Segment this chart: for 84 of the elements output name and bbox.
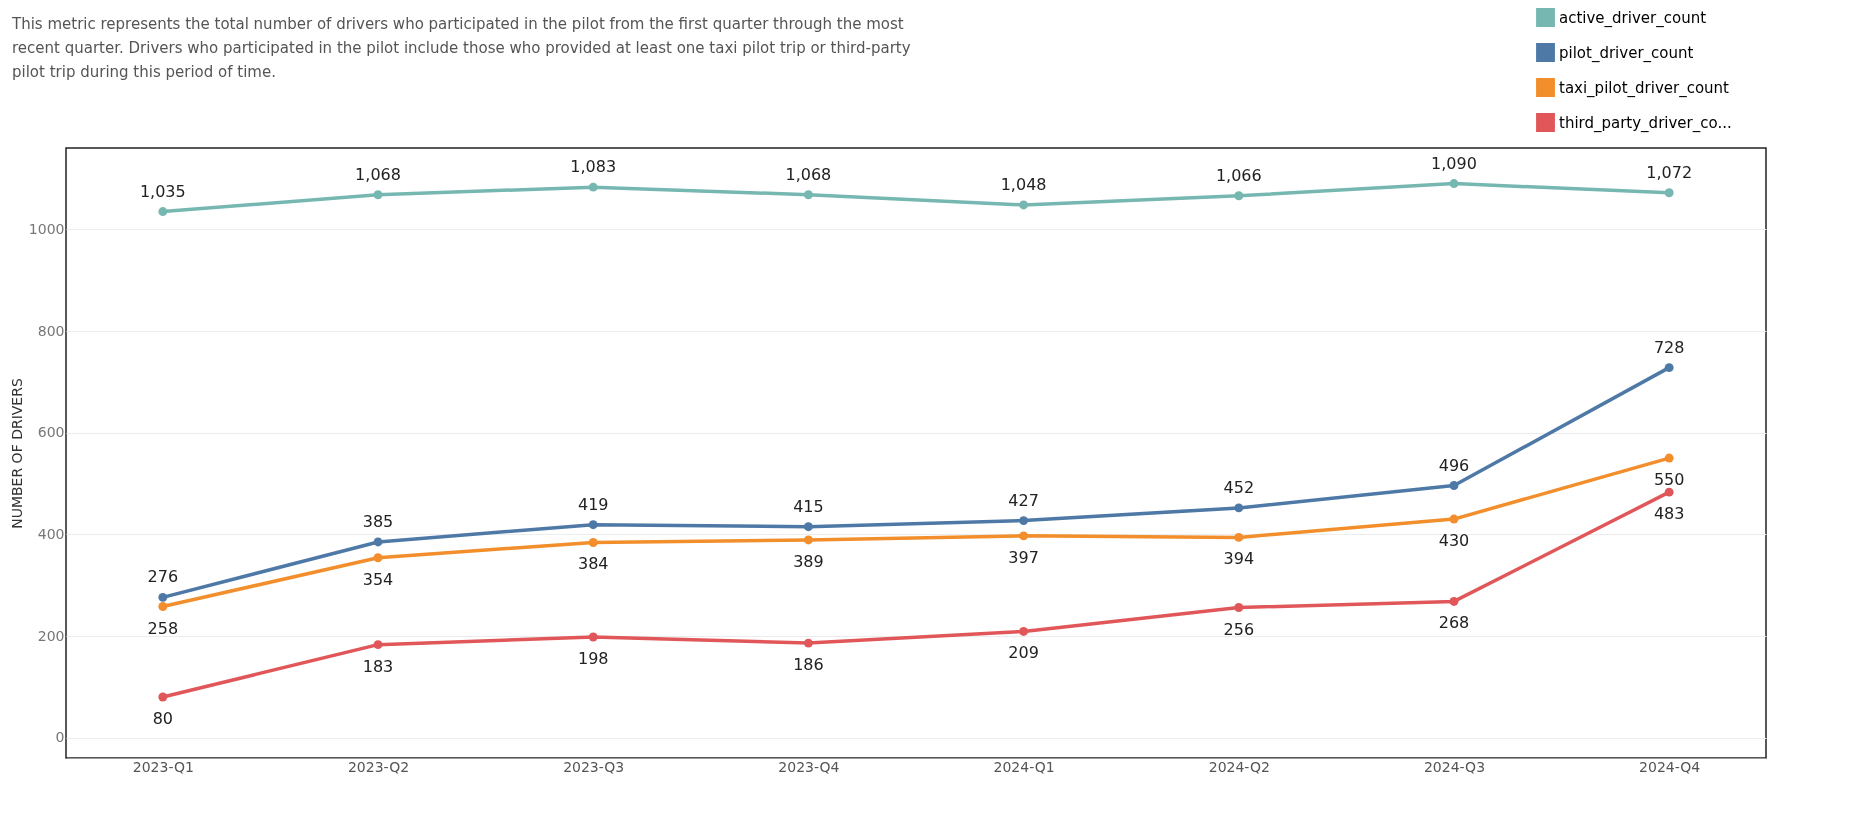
point (1019, 626, 1029, 636)
point (588, 182, 598, 192)
point (1234, 532, 1244, 542)
y-tick-label: 200 (37, 627, 65, 644)
data-label: 1,083 (570, 157, 617, 177)
data-label: 276 (147, 567, 179, 587)
data-label: 258 (147, 618, 179, 638)
data-label: 1,068 (355, 164, 401, 184)
data-label: 256 (1223, 619, 1255, 639)
legend-label: pilot_driver_count (1559, 43, 1694, 63)
data-label: 354 (362, 569, 394, 589)
point (588, 632, 598, 642)
point (803, 535, 813, 545)
y-tick-label: 1000 (28, 220, 65, 237)
point (1234, 503, 1244, 513)
x-tick-label: 2023-Q3 (563, 758, 625, 775)
x-tick-label: 2023-Q2 (347, 758, 410, 775)
y-axis-title: NUMBER OF DRIVERS (8, 378, 25, 529)
point (1664, 487, 1674, 497)
point (803, 638, 813, 648)
data-label: 1,035 (139, 181, 186, 201)
chart-subtitle: This metric represents the total number of drivers who participated in the pilot from the first quarter through the most recent quarter. Drivers who participated in the pilot include those who provided at least one taxi pilot trip or third-party pilot trip during this period of time. (12, 14, 912, 83)
point (373, 640, 383, 650)
point (1449, 481, 1459, 490)
x-tick-label: 2023-Q4 (778, 758, 840, 775)
point (1664, 453, 1674, 463)
x-tick-label: 2024-Q4 (1639, 758, 1701, 775)
data-label: 496 (1438, 455, 1470, 475)
data-label: 1,066 (1215, 165, 1262, 185)
data-label: 80 (152, 709, 174, 728)
legend-label: active_driver_count (1559, 8, 1707, 28)
data-label: 419 (577, 494, 609, 514)
data-label: 483 (1653, 504, 1685, 524)
data-label: 1,068 (785, 164, 832, 184)
data-label: 430 (1438, 531, 1470, 551)
y-tick-label: 600 (37, 424, 65, 441)
data-label: 415 (793, 496, 824, 516)
data-label: 397 (1008, 547, 1039, 567)
y-tick-label: 400 (37, 525, 65, 542)
point (1019, 200, 1029, 210)
data-label: 452 (1223, 477, 1255, 497)
x-tick-label: 2024-Q3 (1423, 758, 1486, 775)
data-label: 183 (362, 656, 394, 676)
y-tick-label: 0 (55, 729, 65, 746)
point (1234, 603, 1244, 612)
point (1664, 188, 1674, 198)
point (373, 553, 383, 563)
point (158, 692, 168, 702)
data-label: 186 (793, 655, 824, 675)
point (373, 537, 383, 547)
data-label: 394 (1223, 549, 1255, 569)
point (373, 190, 383, 200)
point (1234, 191, 1244, 201)
point (1449, 514, 1459, 524)
x-tick-label: 2023-Q1 (132, 758, 194, 775)
data-label: 385 (362, 511, 394, 531)
data-label: 427 (1008, 490, 1039, 510)
x-tick-label: 2024-Q2 (1208, 758, 1270, 775)
x-tick-label: 2024-Q1 (993, 758, 1055, 775)
point (158, 592, 168, 602)
data-label: 268 (1438, 613, 1470, 633)
data-label: 1,048 (1000, 174, 1047, 194)
data-label: 389 (793, 551, 824, 571)
point (803, 190, 813, 200)
data-label: 550 (1653, 470, 1685, 490)
data-label: 728 (1653, 337, 1685, 357)
legend-label: taxi_pilot_driver_count (1559, 78, 1730, 98)
point (1019, 531, 1029, 541)
legend-label: third_party_driver_co... (1559, 113, 1732, 133)
point (1449, 179, 1459, 189)
data-label: 1,072 (1646, 162, 1693, 182)
point (1664, 363, 1674, 373)
point (158, 602, 168, 611)
data-label: 384 (577, 554, 609, 574)
point (1449, 596, 1459, 606)
data-label: 209 (1008, 643, 1039, 663)
y-tick-label: 800 (37, 322, 65, 339)
data-label: 1,090 (1431, 153, 1477, 173)
data-label: 198 (577, 649, 609, 669)
point (588, 538, 598, 547)
point (803, 522, 813, 532)
point (1019, 516, 1029, 526)
point (158, 207, 168, 216)
point (588, 520, 598, 530)
